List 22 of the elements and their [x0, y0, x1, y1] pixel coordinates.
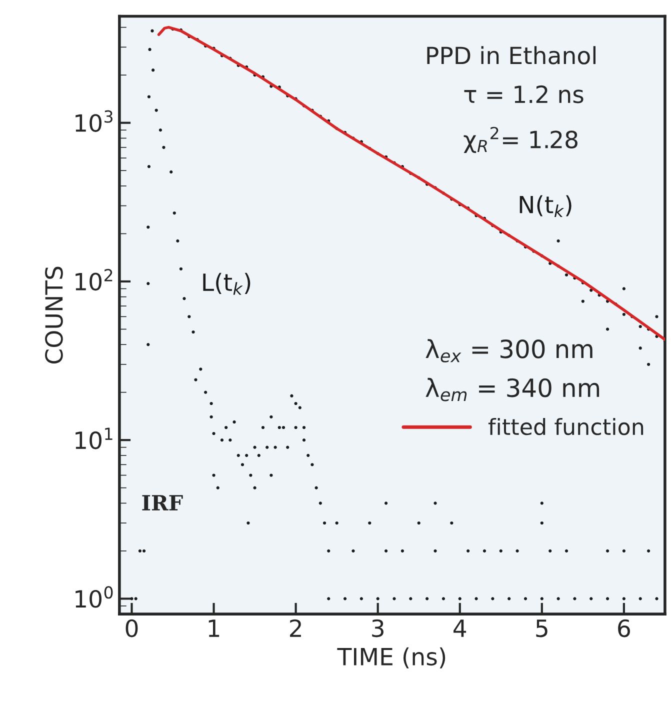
annotation: IRF — [142, 495, 183, 510]
x-tick-label: 6 — [618, 619, 630, 638]
y-tick-label: 10$^{1}$ — [76, 428, 112, 450]
annotation: λ$_{em}$ = 340 nm — [426, 378, 600, 402]
x-tick-label: 3 — [372, 619, 384, 638]
x-tick-label: 5 — [536, 620, 548, 638]
y-axis-title: COUNTS — [45, 266, 63, 364]
y-tick-label: 10$^{0}$ — [76, 586, 113, 608]
x-tick-label: 2 — [290, 619, 301, 637]
x-tick-label: 4 — [454, 620, 466, 637]
x-tick-label: 0 — [126, 619, 138, 638]
series-label: L(t$_{k}$) — [203, 272, 250, 295]
y-tick-label: 10$^{3}$ — [76, 110, 112, 132]
series-label: N(t$_{k}$) — [520, 195, 572, 218]
annotation: PPD in Ethanol — [427, 46, 596, 64]
annotation: τ = 1.2 ns — [464, 85, 584, 104]
annotation: λ$_{ex}$ = 300 nm — [426, 339, 592, 362]
y-tick-label: 10$^{2}$ — [76, 268, 112, 291]
annotation: χ$_{R}$$^{2}$= 1.28 — [464, 126, 578, 154]
x-tick-label: 1 — [208, 620, 220, 637]
x-axis-title: TIME (ns) — [337, 647, 446, 668]
legend-label: fitted function — [488, 418, 644, 436]
